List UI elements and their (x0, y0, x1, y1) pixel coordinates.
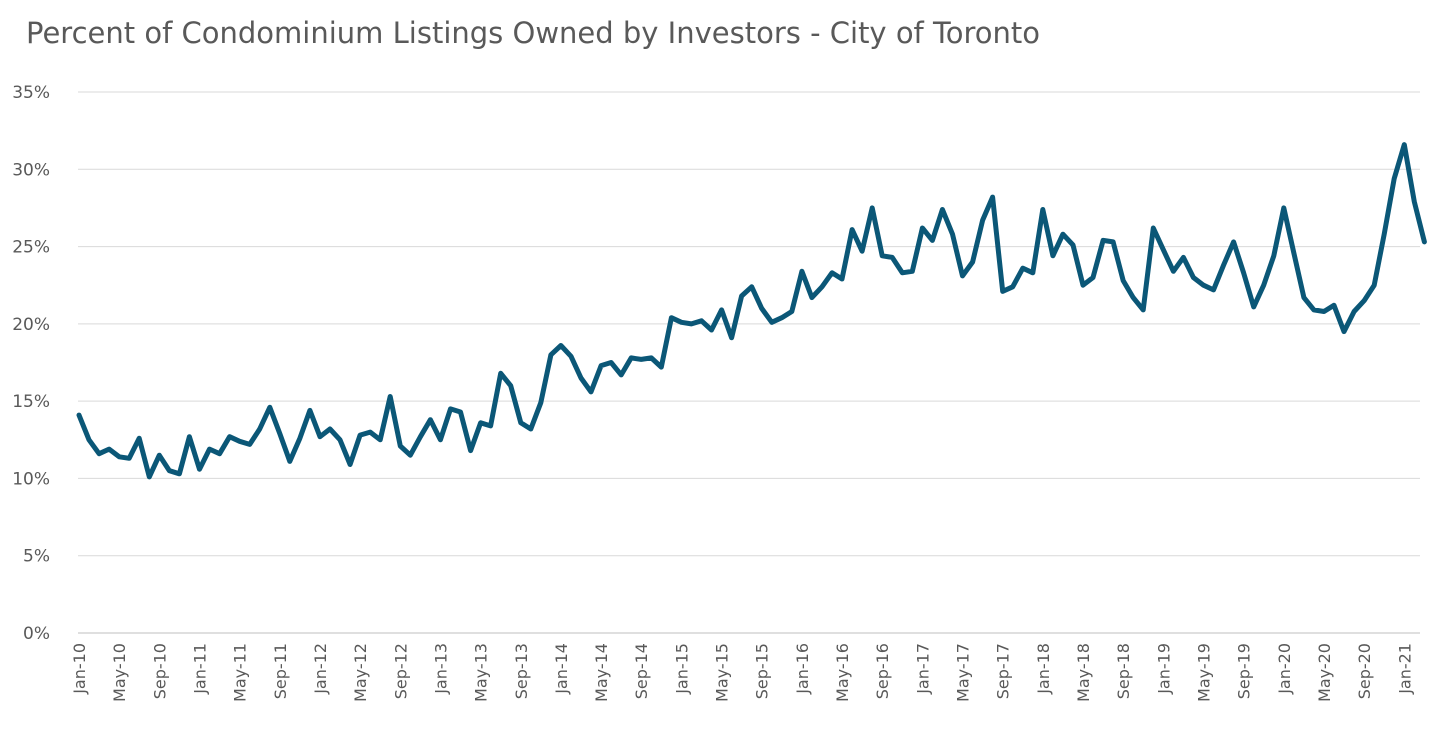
x-tick-label: Sep-16 (873, 643, 892, 699)
x-tick-label: Jan-12 (311, 643, 330, 695)
y-tick-label: 25% (12, 238, 50, 258)
x-tick-label: Sep-10 (150, 643, 169, 699)
x-tick-label: Sep-14 (632, 643, 651, 699)
x-tick-label: Jan-11 (190, 643, 209, 695)
x-tick-label: Sep-19 (1235, 643, 1254, 699)
x-tick-label: May-18 (1074, 643, 1093, 702)
x-tick-label: Sep-12 (391, 643, 410, 699)
y-tick-label: 5% (23, 547, 50, 567)
x-axis-tick-labels: Jan-10 May-10 Sep-10 Jan-11 May-11 Sep-11 Jan-… (70, 643, 1414, 702)
x-tick-label: Sep-15 (753, 643, 772, 699)
x-tick-label: May-19 (1194, 643, 1213, 702)
x-tick-label: Jan-13 (431, 643, 450, 695)
y-tick-label: 35% (12, 83, 50, 103)
x-tick-label: Jan-10 (70, 643, 89, 695)
x-tick-label: Sep-20 (1355, 643, 1374, 699)
y-tick-label: 30% (12, 160, 50, 180)
y-axis-tick-labels: 0% 5% 10% 15% 20% 25% 30% 35% (12, 83, 50, 644)
x-tick-label: Jan-18 (1034, 643, 1053, 695)
x-tick-label: Sep-13 (512, 643, 531, 699)
x-tick-label: May-14 (592, 643, 611, 702)
chart-title: Percent of Condominium Listings Owned by… (26, 16, 1041, 50)
x-tick-label: Sep-17 (994, 643, 1013, 699)
series-group (76, 142, 1427, 480)
x-tick-label: May-12 (351, 643, 370, 702)
x-tick-label: Jan-21 (1395, 643, 1414, 695)
series-line (76, 142, 1427, 480)
x-tick-label: May-17 (954, 643, 973, 702)
x-tick-label: Jan-20 (1275, 643, 1294, 695)
y-tick-label: 10% (12, 469, 50, 489)
x-tick-label: Jan-14 (552, 643, 571, 695)
x-tick-label: Jan-17 (913, 643, 932, 695)
x-tick-label: Jan-19 (1154, 643, 1173, 695)
y-tick-label: 15% (12, 392, 50, 412)
x-tick-label: Sep-11 (271, 643, 290, 699)
y-tick-label: 0% (23, 624, 50, 644)
x-tick-label: May-16 (833, 643, 852, 702)
gridlines (78, 91, 1420, 634)
x-tick-label: May-15 (713, 643, 732, 702)
x-tick-label: Sep-18 (1114, 643, 1133, 699)
x-tick-label: Jan-16 (793, 643, 812, 695)
y-tick-label: 20% (12, 315, 50, 335)
x-tick-label: May-13 (472, 643, 491, 702)
x-tick-label: May-10 (110, 643, 129, 702)
x-tick-label: May-11 (231, 643, 250, 702)
x-tick-label: Jan-15 (672, 643, 691, 695)
x-tick-label: May-20 (1315, 643, 1334, 702)
